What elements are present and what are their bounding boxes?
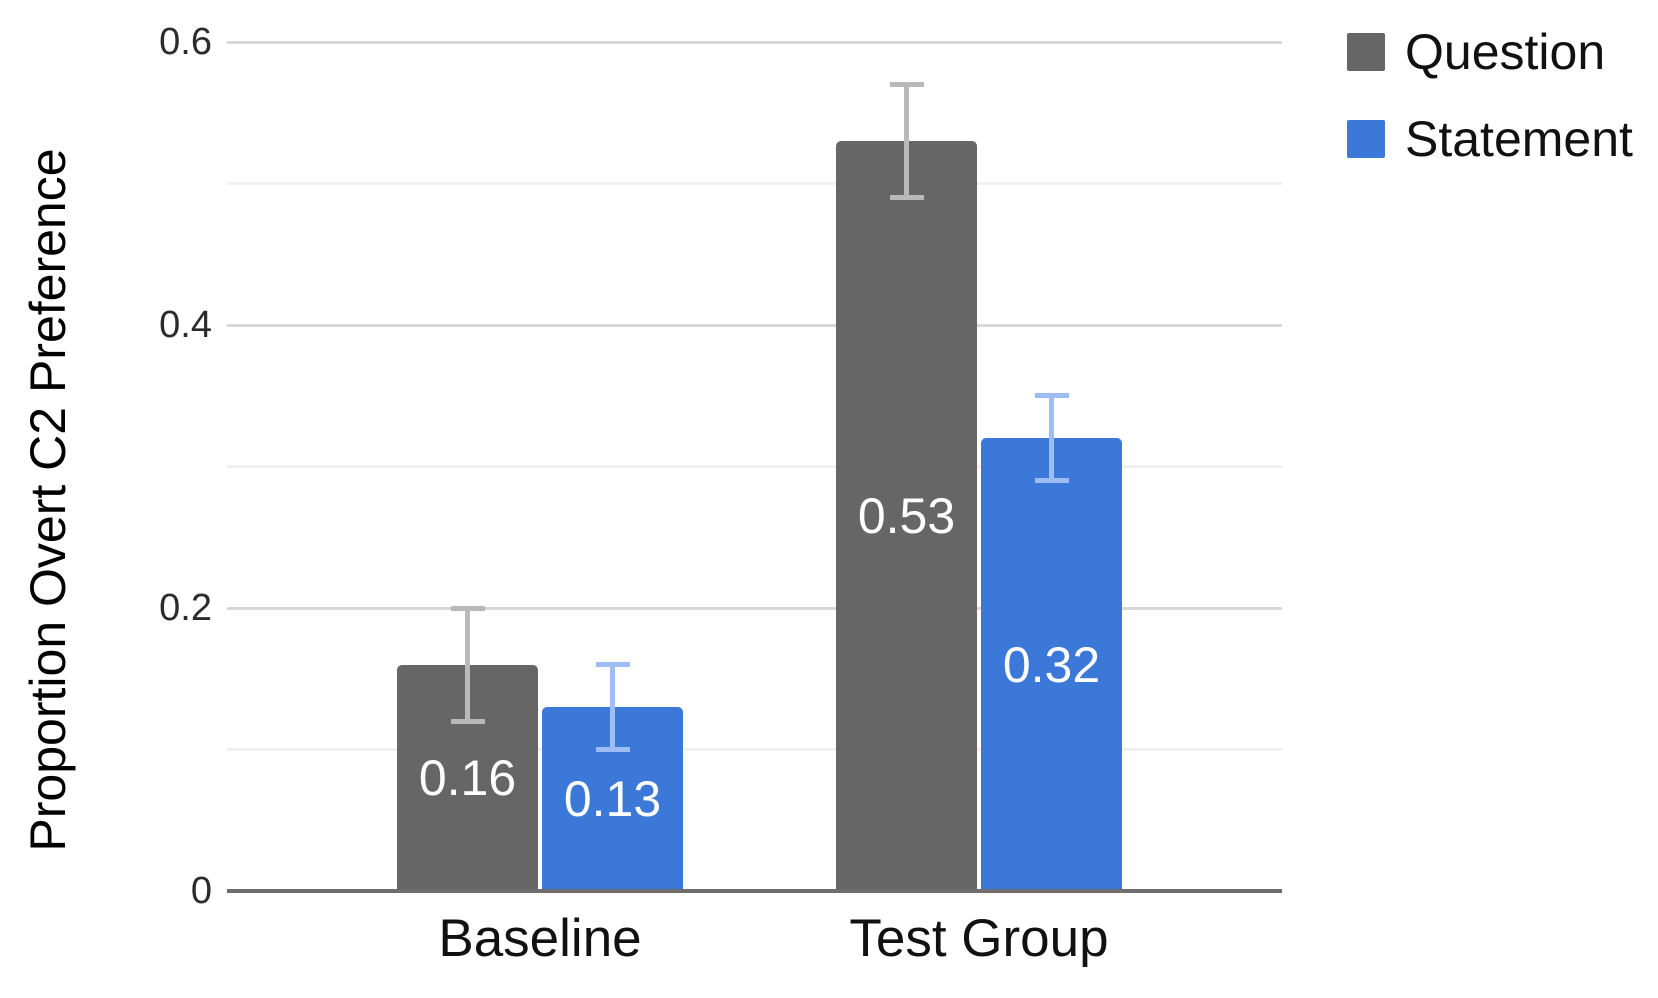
legend-label: Statement: [1405, 111, 1633, 167]
x-category-label: Baseline: [438, 909, 642, 968]
bar-statement-test-group: [981, 438, 1122, 891]
error-bar-cap-bottom: [595, 747, 630, 752]
error-bar-cap-top: [889, 81, 924, 87]
major-gridline: [227, 323, 1282, 327]
bar-question-test-group: [836, 141, 977, 891]
error-bar-cap-top: [595, 662, 630, 668]
error-bar-line: [1049, 395, 1054, 481]
y-tick-label: 0.2: [159, 587, 212, 629]
major-gridline: [227, 606, 1282, 610]
legend-item-question: Question: [1347, 24, 1606, 80]
error-bar-cap-top: [1034, 393, 1069, 399]
x-category-label: Test Group: [849, 909, 1109, 968]
minor-gridline: [227, 465, 1282, 468]
bar-value-label: 0.16: [418, 749, 517, 806]
error-bar-cap-bottom: [889, 195, 924, 201]
minor-gridline: [227, 748, 1282, 751]
x-axis-line: [227, 889, 1282, 893]
legend-swatch-statement: [1347, 120, 1385, 158]
error-bar-cap-top: [450, 605, 485, 611]
bar-value-label: 0.53: [857, 488, 956, 545]
y-tick-label: 0.6: [159, 21, 212, 63]
legend-label: Question: [1405, 24, 1606, 80]
error-bar-line: [465, 608, 470, 722]
bar-value-label: 0.13: [563, 771, 662, 828]
bar-value-label: 0.32: [1002, 636, 1101, 693]
major-gridline: [227, 40, 1282, 44]
y-axis-title: Proportion Overt C2 Preference: [20, 148, 76, 852]
error-bar-line: [610, 664, 615, 750]
y-tick-label: 0: [190, 870, 212, 912]
legend-swatch-question: [1347, 33, 1385, 71]
error-bar-cap-bottom: [1034, 478, 1069, 484]
legend-item-statement: Statement: [1347, 111, 1633, 167]
minor-gridline: [227, 182, 1282, 185]
error-bar-cap-bottom: [450, 718, 485, 724]
error-bar-line: [904, 84, 909, 198]
y-tick-label: 0.4: [159, 304, 212, 346]
